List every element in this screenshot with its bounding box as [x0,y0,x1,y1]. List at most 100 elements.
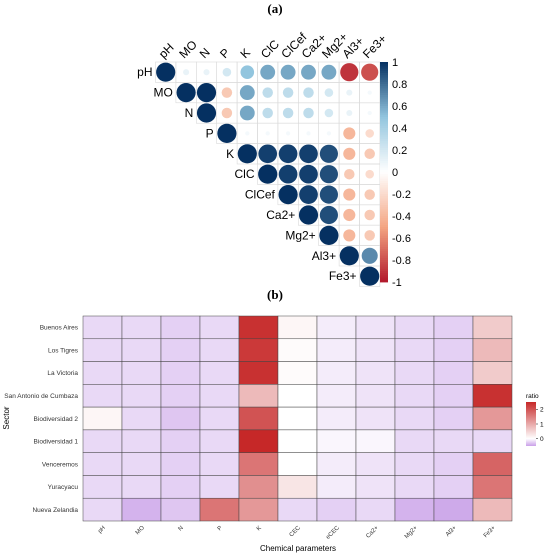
ratio-heatmap-panel: Buenos Aires Los Tigres La Victoria San Ant… [2,315,544,553]
corr-circle-P-Fe3+ [365,129,374,138]
heat-cell [121,361,162,385]
corr-circle-Ca2+-Ca2+ [298,205,319,225]
heat-col-label: Mg2+ [404,525,419,540]
heat-cell [160,406,201,431]
heat-cell [433,384,474,408]
colorbar-segment [380,268,388,272]
corr-circle-P-Al3+ [343,127,356,140]
colorbar-segment [380,279,388,283]
heat-cell [160,315,201,340]
colorbar-tick-label: -0.2 [392,189,411,201]
corr-row-label: pH [137,65,152,79]
colorbar-segment [380,88,388,91]
heat-cell [316,406,357,431]
heat-cell [277,361,318,385]
corr-circle-Ca2+-Al3+ [343,208,356,222]
colorbar-segment [380,229,388,232]
heat-cell [316,361,357,385]
corr-row-label: N [185,106,194,120]
heat-cell [238,475,279,499]
heat-cell [199,475,240,499]
colorbar-segment [380,150,388,153]
colorbar-segment [380,121,388,124]
corr-row-label: MO [154,86,173,100]
heat-row-label: Yuracyacu [48,484,79,491]
heat-col-label: K [256,525,263,532]
colorbar-segment [380,70,388,74]
heat-col-label: N [178,525,185,532]
heat-cell [277,452,318,476]
legend-title: ratio [526,393,539,400]
colorbar-segment [380,205,388,208]
heat-cell [433,406,474,431]
colorbar-segment [380,238,388,241]
legend-ticks: 2 1 0 [536,407,544,443]
colorbar-segment [380,117,388,120]
corr-circle-ClCef-ClCef [278,185,298,205]
corr-row-label: ClC [235,167,255,181]
heat-cell [238,384,279,408]
colorbar-segment [380,260,388,263]
heat-cell [121,338,162,362]
heat-cell [199,452,240,476]
heat-cell [199,406,240,431]
corr-row-label: Fe3+ [329,269,357,283]
colorbar-segment [380,235,388,239]
corr-circle-ClCef-Fe3+ [364,189,375,200]
corr-circle-pH-K [240,65,255,79]
heat-cell [238,497,279,522]
heat-cell [316,475,357,499]
colorbar-segment [380,251,388,254]
colorbar-segment [380,169,388,173]
heat-cell [355,497,396,522]
heat-col-label: MO [135,525,146,536]
corr-circle-MO-Mg2+ [324,88,334,97]
heat-cell [316,315,357,340]
legend-tick-label: 1 [540,421,544,428]
heat-cell [355,429,396,453]
heat-cell [277,497,318,522]
heat-cell [394,384,435,408]
heat-cell [316,452,357,476]
colorbar-tick-label: 0.6 [392,101,407,113]
colorbar-segment [380,185,388,188]
heat-cell [277,429,318,453]
heat-cell [82,384,123,408]
corr-circle-N-ClCef [282,107,294,119]
corr-circle-P-ClC [265,131,270,136]
colorbar-segment [380,114,388,118]
legend-tick-label: 2 [540,407,544,414]
corr-circle-pH-ClCef [280,64,296,80]
heat-row-label: Biodiversidad 2 [34,416,79,423]
corr-circle-Al3+-Al3+ [339,246,359,266]
colorbar-segment [380,194,388,197]
colorbar-segment [380,84,388,87]
colorbar-segment [380,213,388,217]
colorbar-segment [380,145,388,149]
heat-cell [238,429,279,453]
colorbar-segment [380,130,388,133]
colorbar-segment [380,200,388,204]
heat-cell [82,429,123,453]
colorbar-segment [380,178,388,182]
colorbar-segment [380,64,388,67]
heat-col-label: Al3+ [445,525,458,538]
heatmap-column-labels: pH MO N P K CEC eCEC Ca2+ Mg2+ Al3+ Fe3+ [97,525,497,541]
corr-circle-K-Al3+ [343,147,356,160]
heat-cell [160,384,201,408]
corr-circle-ClC-Mg2+ [319,165,338,184]
heat-cell [316,384,357,408]
corr-circle-pH-pH [156,62,176,82]
heat-cell [199,384,240,408]
colorbar-segment [380,147,388,151]
heat-cell [472,338,513,362]
colorbar-segment [380,189,388,193]
corr-circle-Fe3+-Fe3+ [360,266,380,286]
corr-circle-K-Ca2+ [299,144,318,164]
colorbar-segment [380,211,388,215]
colorbar-segment [380,92,388,96]
colorbar-segment [380,73,388,76]
colorbar-segment [380,224,388,228]
heat-cell [160,497,201,522]
colorbar-segment [380,277,388,281]
